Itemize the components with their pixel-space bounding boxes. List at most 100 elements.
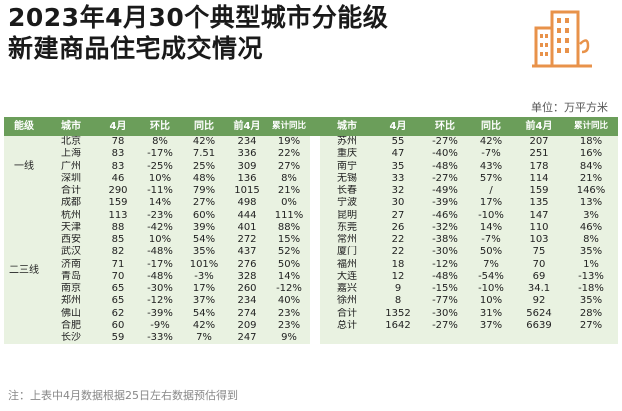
left-yoy-cell: 37% bbox=[192, 295, 216, 307]
right-mom-cell: -40% bbox=[432, 148, 458, 160]
column-separator bbox=[310, 160, 320, 173]
header-cum-yoy-right: 累计同比 bbox=[564, 117, 618, 136]
right-cum-yoy-cell bbox=[564, 332, 618, 344]
left-mom-cell: -48% bbox=[147, 246, 173, 258]
left-mom-cell: 8% bbox=[152, 136, 168, 148]
left-city-cell: 佛山 bbox=[61, 307, 81, 319]
header-cum-yoy: 累计同比 bbox=[268, 117, 310, 136]
table-row: 一线 北京 78 8% 42% 234 19% 苏州 55 -27% 42% 207 18% bbox=[4, 136, 618, 198]
left-first4-cell: 260 bbox=[237, 283, 257, 295]
left-yoy-cell: 42% bbox=[192, 136, 216, 148]
left-first4-cell: 437 bbox=[237, 246, 257, 258]
table-row: 青岛 70 -48% -3% 328 14% 大连 12 -48% -54% 69 -13% bbox=[4, 270, 618, 283]
footnote: 注：上表中4月数据根据25日左右数据预估得到 bbox=[8, 389, 238, 402]
left-city-cell: 西安 bbox=[61, 234, 81, 246]
header-mom: 环比 bbox=[138, 117, 182, 136]
right-city-cell: 厦门 bbox=[337, 246, 357, 258]
left-cum-yoy-cell: 22% bbox=[277, 148, 301, 160]
left-mom-cell: -23% bbox=[147, 209, 173, 221]
left-city-cell: 长沙 bbox=[61, 332, 81, 344]
header-april: 4月 bbox=[98, 117, 138, 136]
left-yoy-cell: 54% bbox=[192, 234, 216, 246]
right-yoy-cell: 37% bbox=[479, 319, 503, 331]
header-city-right: 城市 bbox=[320, 117, 374, 136]
left-mom-cell: -42% bbox=[147, 221, 173, 233]
page-title: 2023年4月30个典型城市分能级 新建商品住宅成交情况 bbox=[8, 2, 388, 64]
right-first4-cell bbox=[514, 332, 564, 344]
left-april-cell: 88 bbox=[111, 221, 125, 233]
left-april-cell: 60 bbox=[111, 319, 125, 331]
column-separator bbox=[310, 185, 320, 198]
right-yoy-cell: 14% bbox=[479, 221, 503, 233]
right-first4-cell: 34.1 bbox=[527, 283, 551, 295]
right-yoy-cell: 57% bbox=[479, 172, 503, 184]
column-separator bbox=[310, 136, 320, 149]
right-cum-yoy-cell: -13% bbox=[578, 270, 604, 282]
left-first4-cell: 444 bbox=[237, 209, 257, 221]
header-level: 能级 bbox=[4, 117, 44, 136]
right-april-cell bbox=[374, 332, 422, 344]
right-first4-cell: 110 bbox=[529, 221, 549, 233]
header-april-right: 4月 bbox=[374, 117, 422, 136]
right-city-cell: 重庆 bbox=[337, 148, 357, 160]
left-city-cell: 深圳 bbox=[61, 172, 81, 184]
right-mom-cell: -27% bbox=[432, 172, 458, 184]
left-city-cell: 广州 bbox=[61, 160, 81, 172]
left-city-cell: 天津 bbox=[61, 221, 81, 233]
left-yoy-cell: 7% bbox=[196, 332, 212, 344]
right-april-cell: 18 bbox=[391, 258, 405, 270]
left-cum-yoy-cell: 15% bbox=[277, 234, 301, 246]
left-first4-cell: 234 bbox=[237, 295, 257, 307]
table-row: 济南 71 -17% 101% 276 50% 福州 18 -12% 7% 70 1% bbox=[4, 258, 618, 271]
table-row: 武汉 82 -48% 35% 437 52% 厦门 22 -30% 50% 75 35% bbox=[4, 246, 618, 259]
left-yoy-cell: 25% bbox=[192, 160, 216, 172]
left-first4-cell: 401 bbox=[237, 221, 257, 233]
left-mom-cell: -25% bbox=[147, 160, 173, 172]
left-first4-cell: 498 bbox=[237, 197, 257, 209]
left-cum-yoy-cell: 23% bbox=[277, 319, 301, 331]
left-mom-cell: -12% bbox=[147, 295, 173, 307]
left-cum-yoy-cell: 40% bbox=[277, 295, 301, 307]
left-first4-cell: 136 bbox=[237, 172, 257, 184]
right-city-cell: 大连 bbox=[337, 270, 357, 282]
left-mom-cell: -17% bbox=[147, 148, 173, 160]
left-first4-cell: 328 bbox=[237, 270, 257, 282]
right-april-cell: 12 bbox=[391, 270, 405, 282]
left-yoy-cell: 35% bbox=[192, 246, 216, 258]
right-yoy-cell: 17% bbox=[479, 197, 503, 209]
right-first4-cell: 178 bbox=[529, 160, 549, 172]
left-first4-cell: 276 bbox=[237, 258, 257, 270]
left-cum-yoy-cell: 14% bbox=[277, 270, 301, 282]
column-separator bbox=[310, 197, 320, 210]
table-row: 上海 83 -17% 7.51 336 22% 重庆 47 -40% -7% 251 16% bbox=[4, 148, 618, 161]
right-april-cell: 1352 bbox=[385, 307, 411, 319]
table-row: 深圳 46 10% 48% 136 8% 无锡 33 -27% 57% 114 21% bbox=[4, 172, 618, 185]
left-april-cell: 159 bbox=[108, 197, 128, 209]
right-first4-cell: 135 bbox=[529, 197, 549, 209]
left-april-cell: 113 bbox=[108, 209, 128, 221]
left-first4-cell: 1015 bbox=[234, 185, 260, 197]
table-row: 天津 88 -42% 39% 401 88% 东莞 26 -32% 14% 110 46% bbox=[4, 221, 618, 234]
left-first4-cell: 274 bbox=[237, 307, 257, 319]
right-yoy-cell: 7% bbox=[483, 258, 499, 270]
left-cum-yoy-cell: 19% bbox=[277, 136, 301, 148]
left-cum-yoy-cell: 27% bbox=[277, 160, 301, 172]
right-yoy-cell: -54% bbox=[478, 270, 504, 282]
right-cum-yoy-cell: 27% bbox=[579, 319, 603, 331]
left-cum-yoy-cell: 9% bbox=[281, 332, 297, 344]
right-first4-cell: 6639 bbox=[526, 319, 552, 331]
left-mom-cell: -9% bbox=[150, 319, 170, 331]
right-city-cell: 无锡 bbox=[337, 172, 357, 184]
column-separator bbox=[310, 295, 320, 308]
left-first4-cell: 209 bbox=[237, 319, 257, 331]
right-mom-cell: -27% bbox=[432, 136, 458, 148]
column-separator bbox=[310, 270, 320, 283]
right-city-cell: 长春 bbox=[337, 185, 357, 197]
right-yoy-cell: -10% bbox=[478, 209, 504, 221]
column-separator bbox=[310, 148, 320, 161]
data-table-container: 能级 城市 4月 环比 同比 前4月 累计同比 城市 4月 环比 同比 前4月 … bbox=[4, 117, 618, 345]
right-mom-cell: -32% bbox=[432, 221, 458, 233]
left-first4-cell: 336 bbox=[237, 148, 257, 160]
left-april-cell: 78 bbox=[111, 136, 125, 148]
right-yoy-cell: 50% bbox=[479, 246, 503, 258]
